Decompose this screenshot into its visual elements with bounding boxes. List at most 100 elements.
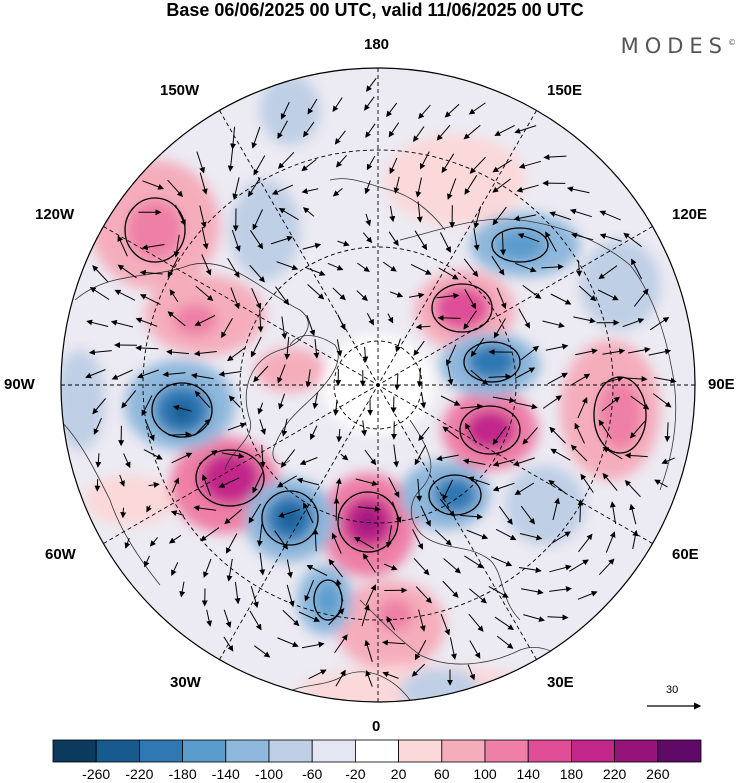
colorbar-swatch — [571, 739, 616, 763]
wind-vector-arrow — [252, 209, 263, 231]
graticule — [61, 68, 695, 702]
wind-vector-arrow — [413, 340, 425, 357]
label-lon-120e: 120E — [672, 206, 708, 223]
wind-vector-arrow — [302, 207, 315, 217]
wind-vector-arrow — [282, 609, 300, 627]
contour-line — [261, 490, 319, 546]
wind-vector-arrow — [366, 312, 374, 326]
wind-vector-arrow — [251, 288, 262, 310]
wind-vector-arrow — [602, 446, 623, 460]
wind-vector-arrow — [390, 291, 404, 298]
contour-line — [463, 341, 521, 383]
wind-vector-arrow — [550, 448, 571, 461]
wind-vector-arrow — [143, 449, 163, 460]
anomaly-positive-broad — [255, 348, 325, 392]
colorbar-tick-label: -20 — [345, 766, 366, 782]
wind-vector-arrow — [194, 314, 216, 326]
wind-vector-arrow — [168, 534, 182, 544]
anomaly-negative-broad — [230, 180, 300, 280]
label-lon-60w: 60W — [45, 546, 76, 563]
wind-vector-arrow — [201, 226, 209, 250]
wind-vector-arrow — [253, 155, 266, 176]
wind-vector-arrow — [578, 533, 593, 553]
wind-vector-arrow — [361, 604, 370, 627]
wind-vector-arrow — [443, 558, 461, 574]
wind-vector-arrow — [228, 395, 241, 408]
wind-vector-arrow — [249, 230, 264, 250]
wind-vector-arrow — [414, 639, 427, 661]
anomaly-positive-core — [200, 452, 260, 504]
wind-vector-arrow — [357, 262, 370, 272]
wind-vector-arrow — [171, 452, 193, 464]
wind-vector-arrow — [305, 369, 312, 388]
wind-vector-arrow — [447, 178, 457, 200]
wind-vector-arrow — [227, 148, 234, 172]
wind-vector-arrow — [439, 232, 451, 253]
wind-vector-arrow — [301, 641, 325, 649]
wind-vector-arrow — [629, 503, 637, 525]
wind-vector-arrow — [231, 229, 241, 252]
wind-vector-arrow — [569, 559, 589, 572]
wind-vector-arrow — [218, 477, 240, 488]
wind-vector-arrow — [310, 425, 318, 441]
wind-vector-arrow — [495, 528, 517, 541]
wind-vector-arrow — [439, 498, 455, 517]
wind-vector-arrow — [521, 588, 544, 595]
anomaly-negative-peak — [171, 402, 193, 422]
wind-vector-arrow — [301, 159, 317, 172]
wind-vector-arrow — [221, 317, 233, 339]
wind-vector-arrow — [569, 208, 592, 218]
wind-vector-arrow — [335, 477, 342, 501]
wind-vector-arrow — [248, 503, 262, 524]
wind-vector-arrow — [194, 418, 211, 436]
wind-vector-arrow — [623, 232, 642, 248]
colorbar-tick-label: 140 — [516, 766, 540, 782]
wind-vector-arrow — [259, 552, 266, 576]
contour-line — [151, 382, 213, 438]
wind-vector-arrow — [354, 536, 375, 550]
wind-vector-arrow — [549, 211, 572, 221]
wind-vector-arrow — [249, 610, 262, 631]
wind-vector-arrow — [513, 214, 537, 222]
wind-vector-arrow — [206, 609, 213, 627]
wind-vector-arrow — [259, 419, 266, 435]
wind-vector-arrow — [249, 264, 265, 283]
wind-vector-arrow — [194, 390, 211, 409]
colorbar-swatch — [484, 739, 529, 763]
wind-vector-arrow — [624, 375, 648, 382]
wind-vector-arrow — [549, 586, 572, 593]
colorbar-swatch — [95, 739, 140, 763]
wind-vector-arrow — [442, 426, 460, 440]
wind-vector-arrow — [334, 634, 348, 654]
wind-vector-arrow — [514, 482, 535, 496]
wind-vector-arrow — [307, 284, 325, 300]
label-lon-180: 180 — [364, 36, 390, 53]
wind-vector-arrow — [247, 177, 261, 198]
wind-vector-arrow — [393, 176, 400, 194]
latitude-circle — [142, 149, 614, 621]
wind-vector-arrow — [436, 454, 459, 462]
wind-vector-arrow — [512, 457, 535, 467]
wind-vector-arrow — [599, 233, 622, 242]
wind-vector-arrow — [442, 479, 454, 501]
anomaly-negative-core — [316, 582, 340, 618]
anomaly-positive-broad — [85, 475, 175, 525]
wind-vector-arrow — [598, 265, 618, 280]
anomaly-negative-peak — [280, 508, 300, 528]
wind-vector-arrow — [549, 426, 566, 444]
colorbar-tick-label: 260 — [646, 766, 670, 782]
wind-vector-arrow — [601, 396, 620, 412]
wind-vector-arrow — [259, 444, 266, 468]
wind-vector-arrow — [327, 262, 344, 271]
wind-vector-arrow — [516, 184, 539, 193]
wind-vector-arrow — [415, 323, 431, 330]
wind-vector-arrow — [144, 419, 155, 442]
wind-vector-arrow — [542, 395, 563, 409]
wind-vector-arrow — [276, 475, 297, 488]
wind-vector-arrow — [449, 637, 457, 660]
wind-vector-arrow — [468, 102, 486, 115]
colorbar-swatch — [441, 739, 486, 763]
wind-vector-arrow — [631, 258, 643, 280]
wind-vector-arrow — [271, 184, 294, 195]
wind-vector-arrow — [570, 373, 591, 386]
